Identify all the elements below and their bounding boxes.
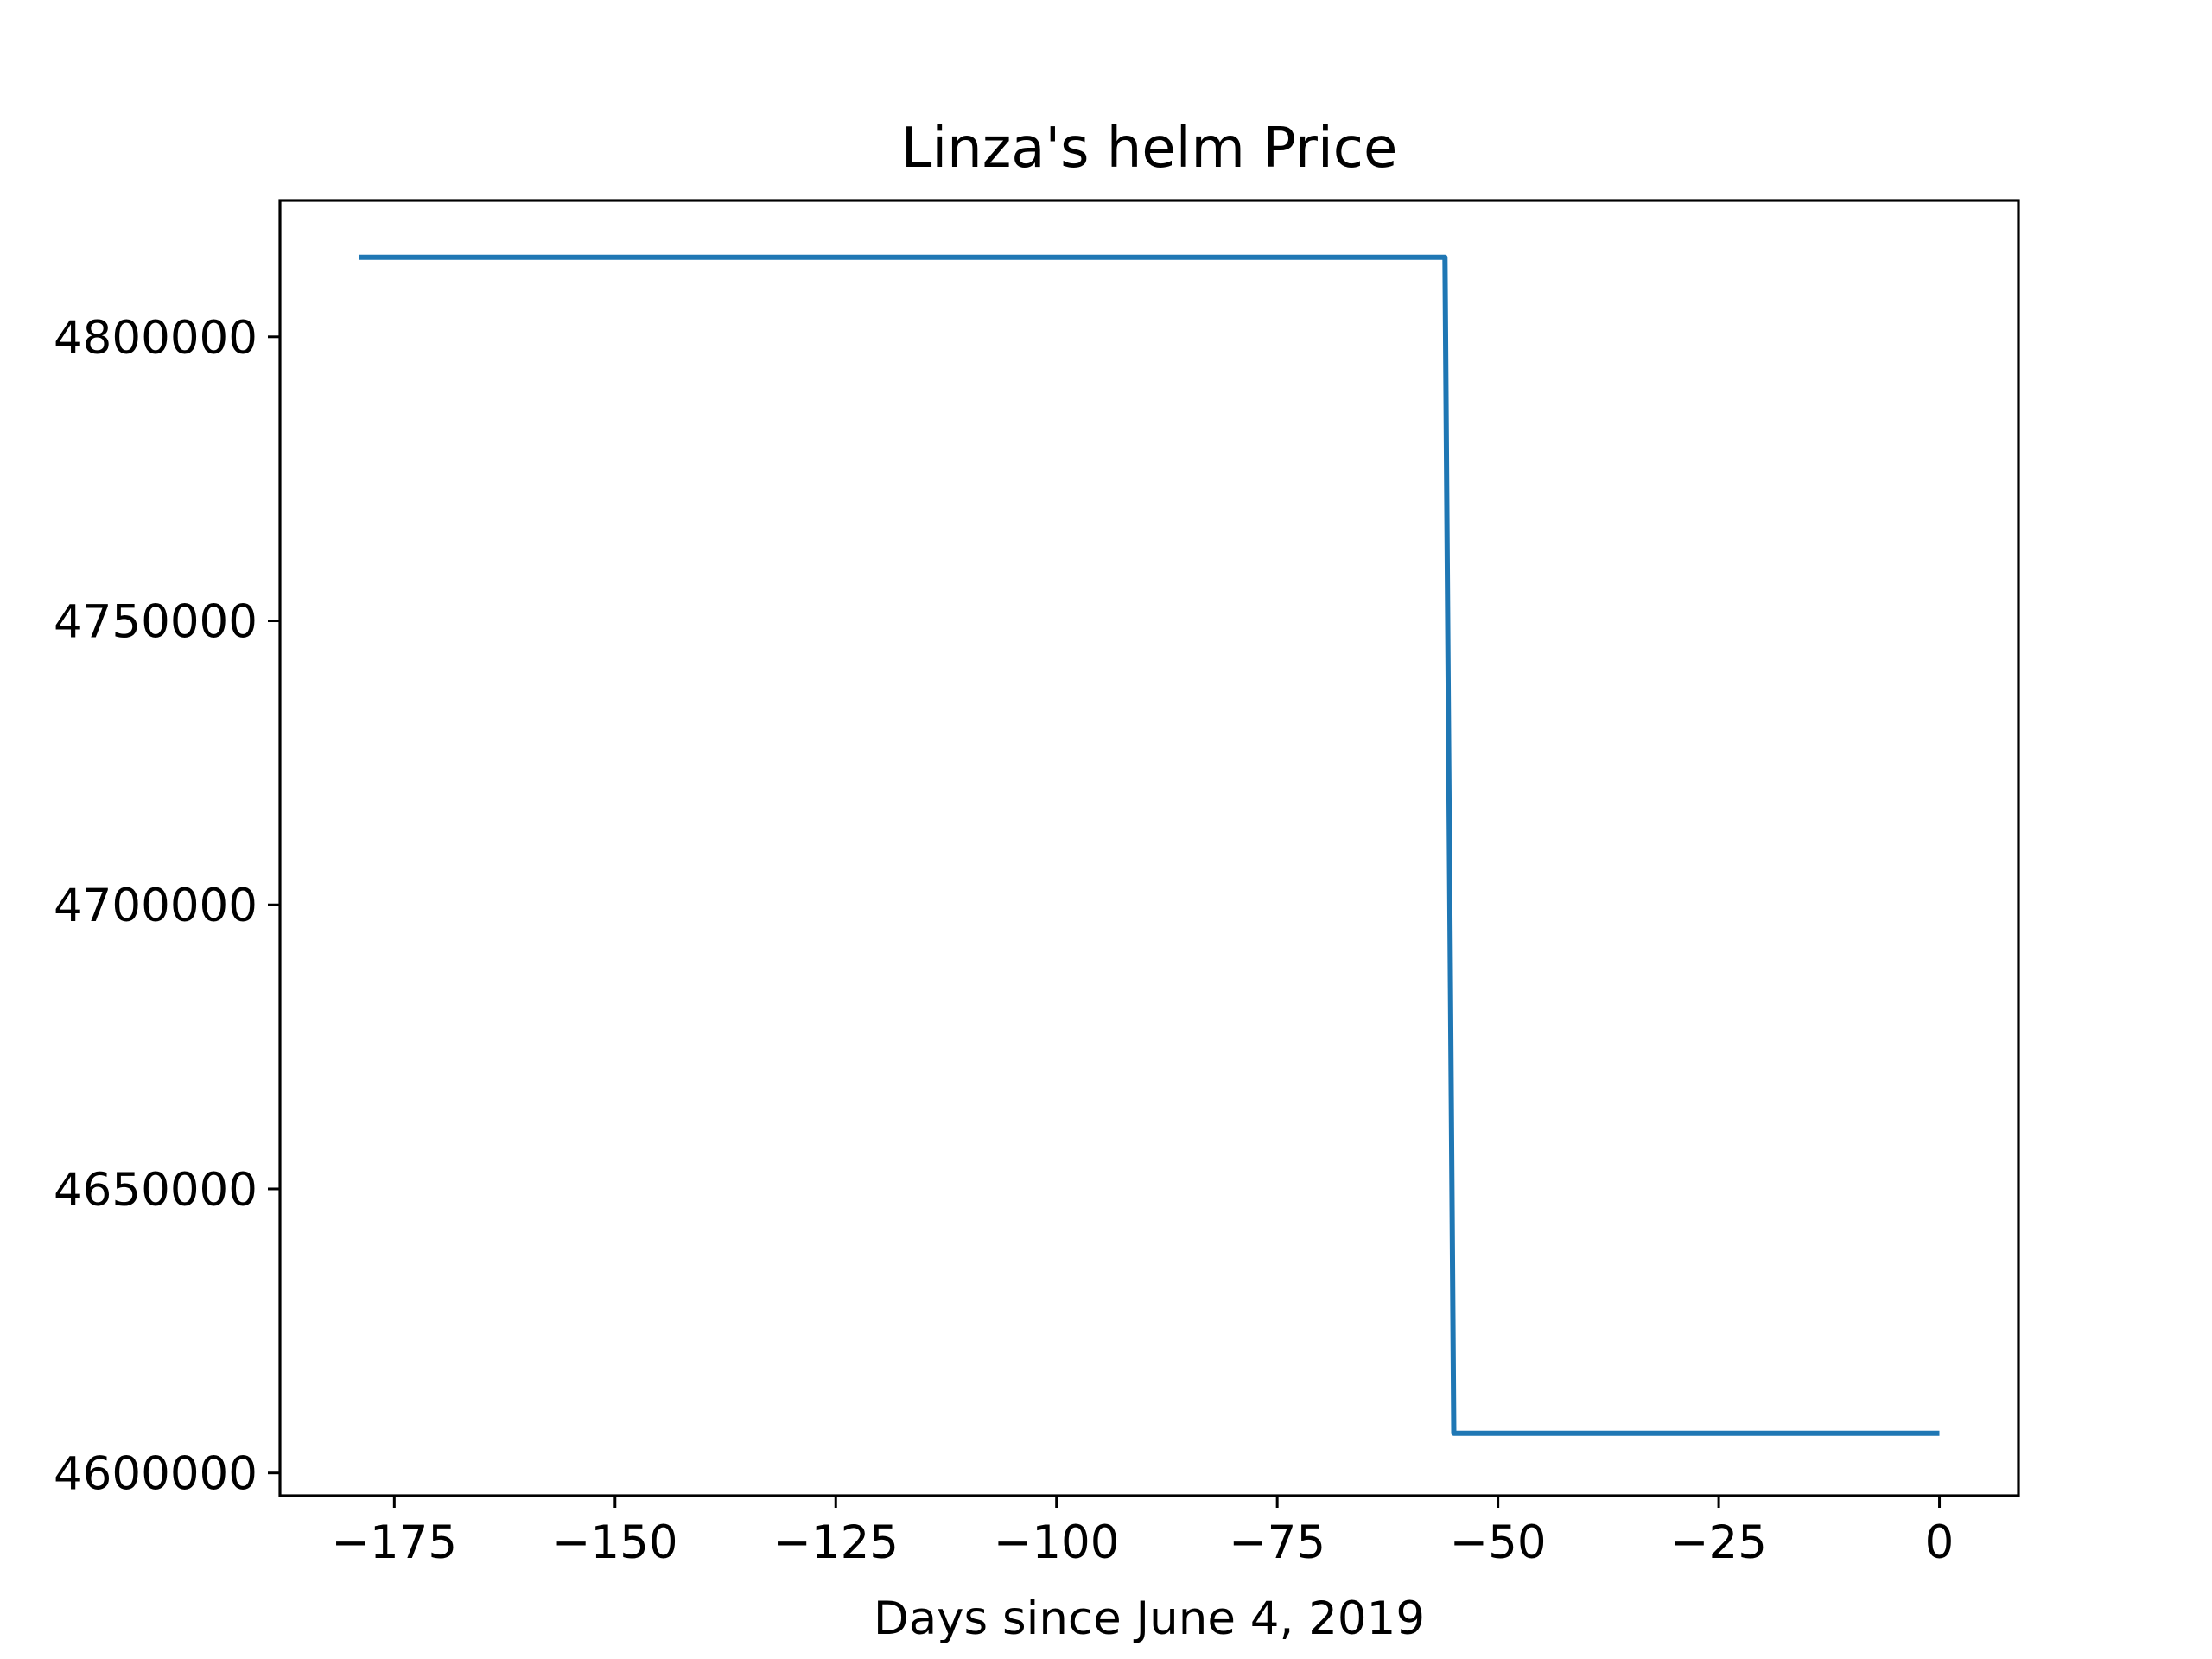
x-tick-label: 0 [1925, 1516, 1955, 1569]
x-tick-label: −175 [332, 1516, 458, 1569]
x-tick-label: −100 [994, 1516, 1120, 1569]
x-tick-label: −125 [772, 1516, 899, 1569]
x-tick-label: −75 [1229, 1516, 1325, 1569]
x-tick-label: −25 [1670, 1516, 1767, 1569]
x-tick-label: −50 [1450, 1516, 1547, 1569]
y-axis: 4600000 4650000 4700000 4750000 4800000 [54, 312, 280, 1501]
plot-area [359, 254, 1940, 1436]
x-axis: −175 −150 −125 −100 −75 −50 −25 0 [332, 1496, 1955, 1569]
y-tick-label: 4750000 [54, 596, 257, 649]
x-tick-label: −150 [552, 1516, 678, 1569]
y-tick-label: 4700000 [54, 880, 257, 932]
y-tick-label: 4650000 [54, 1164, 257, 1217]
series-line-0 [359, 254, 1940, 1436]
axes-frame [278, 199, 2020, 1497]
x-axis-label: Days since June 4, 2019 [874, 1592, 1425, 1645]
y-tick-label: 4800000 [54, 312, 257, 365]
y-tick-label: 4600000 [54, 1448, 257, 1501]
chart-title: Linza's helm Price [901, 117, 1398, 181]
